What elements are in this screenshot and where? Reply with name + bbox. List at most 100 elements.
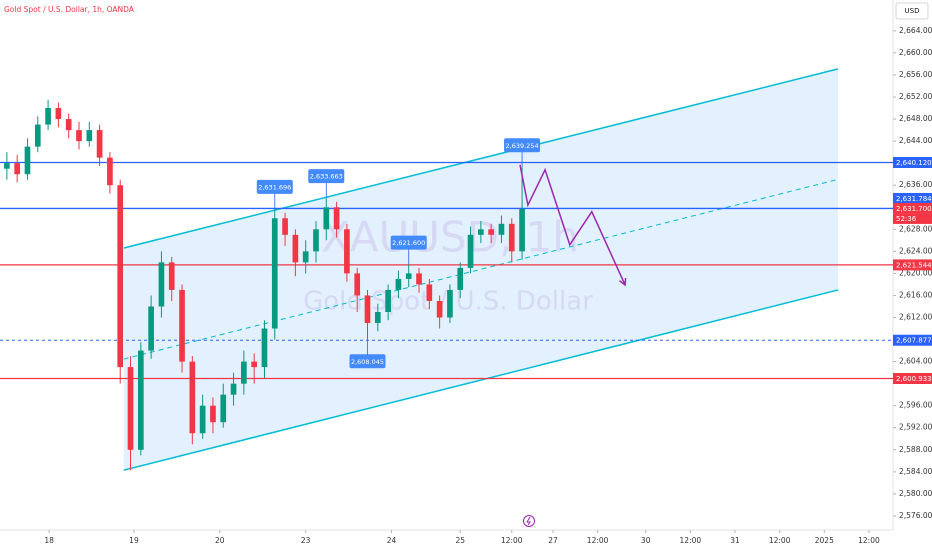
y-tick-label: 2,652.000 (899, 92, 932, 101)
x-tick-label: 23 (301, 536, 311, 545)
watermark: XAUUSD, 1h Gold Spot / U.S. Dollar (303, 213, 593, 317)
candle-body (117, 185, 124, 368)
price-line-label-box (893, 259, 932, 271)
candle-body (210, 405, 216, 423)
projection-path (519, 164, 626, 286)
x-tick-label: 12:00 (769, 536, 791, 545)
annotation-label: 2,631.696 (258, 183, 291, 191)
watermark-symbol: XAUUSD, 1h (321, 213, 579, 262)
candle-body (24, 146, 31, 175)
y-tick-label: 2,604.000 (899, 357, 932, 366)
candle-body (519, 208, 525, 252)
annotation-box (308, 169, 345, 184)
projection-arrowhead (619, 277, 627, 287)
candle-body (405, 273, 412, 279)
y-tick-label: 2,592.000 (899, 423, 932, 432)
candle-body (251, 361, 257, 368)
candle-body (302, 251, 309, 263)
candle-body (385, 289, 391, 312)
last-price-label: 2,631.700 (896, 205, 932, 213)
x-tick-label: 25 (455, 536, 465, 545)
y-tick-label: 2,588.000 (899, 445, 932, 454)
x-tick-label: 30 (641, 536, 651, 545)
candle-body (76, 130, 82, 142)
annotation-box (390, 235, 427, 250)
annotation-label: 2,608.045 (351, 358, 384, 366)
channel-upper (123, 68, 839, 249)
x-tick-label: 20 (215, 536, 225, 545)
event-icon[interactable] (523, 515, 535, 527)
x-tick-label: 12:00 (858, 536, 880, 545)
y-tick-label: 2,660.000 (899, 48, 932, 57)
candle-body (137, 350, 144, 450)
currency-button[interactable] (895, 2, 929, 20)
x-tick-label: 27 (548, 536, 558, 545)
price-line-label: 2,607.877 (896, 337, 932, 345)
candle-body (179, 289, 185, 362)
candle-body (86, 130, 93, 142)
y-tick-label: 2,580.000 (899, 489, 932, 498)
candle-body (241, 361, 247, 384)
x-tick-label: 31 (730, 536, 740, 545)
candle-body (374, 311, 381, 324)
price-line-label: 2,621.544 (896, 261, 932, 269)
candle-body (508, 223, 515, 252)
x-tick-label: 24 (387, 536, 397, 545)
price-line-label-box (893, 192, 932, 204)
price-line-label-box (893, 157, 932, 169)
candle-body (45, 108, 51, 125)
candle-body (364, 295, 371, 324)
annotation-box (504, 138, 541, 153)
candle-body (354, 273, 361, 296)
candle-body (261, 328, 268, 368)
annotation-box (256, 179, 293, 194)
annotation-label: 2,621.600 (392, 239, 425, 247)
candle-body (292, 234, 299, 263)
candle-body (416, 273, 422, 285)
y-tick-label: 2,596.000 (899, 401, 932, 410)
x-tick-label: 2025 (815, 536, 834, 545)
y-tick-label: 2,656.000 (899, 70, 932, 79)
countdown-box (893, 213, 932, 224)
candle-body (313, 229, 319, 252)
candle-body (148, 306, 154, 351)
price-line-label: 2,631.784 (896, 195, 932, 203)
candle-body (168, 262, 175, 290)
x-tick-label: 19 (129, 536, 139, 545)
candle-body (323, 207, 330, 230)
candle-body (457, 267, 464, 290)
candle-body (55, 108, 62, 120)
price-line-label-box (893, 373, 932, 385)
candle-body (230, 383, 237, 395)
candle-body (4, 163, 10, 169)
candle-body (220, 394, 227, 423)
price-line-label-box (893, 334, 932, 346)
candle-body (96, 130, 103, 158)
channel-fill (123, 68, 839, 471)
candle-body (426, 284, 433, 301)
last-price-label-box (893, 202, 932, 214)
candle-body (107, 157, 113, 186)
candle-body (436, 300, 443, 318)
price-line-label: 2,640.120 (896, 159, 932, 167)
y-tick-label: 2,628.000 (899, 224, 932, 233)
y-tick-label: 2,616.000 (899, 290, 932, 299)
currency-label: USD (905, 7, 920, 15)
candle-body (395, 278, 402, 290)
candle-body (333, 207, 340, 230)
candle-body (498, 223, 505, 235)
annotation-box (349, 354, 386, 369)
x-tick-label: 12:00 (680, 536, 702, 545)
candle-body (271, 218, 278, 329)
candle-body (282, 218, 288, 235)
chart-title: Gold Spot / U.S. Dollar, 1h, OANDA (4, 5, 135, 14)
candle-body (344, 229, 350, 274)
candle-body (14, 163, 21, 175)
y-tick-label: 2,624.000 (899, 246, 932, 255)
y-tick-label: 2,620.000 (899, 268, 932, 277)
channel-mid (123, 178, 839, 360)
candle-body (34, 124, 41, 147)
candle-body (447, 289, 453, 318)
y-tick-label: 2,664.000 (899, 26, 932, 35)
